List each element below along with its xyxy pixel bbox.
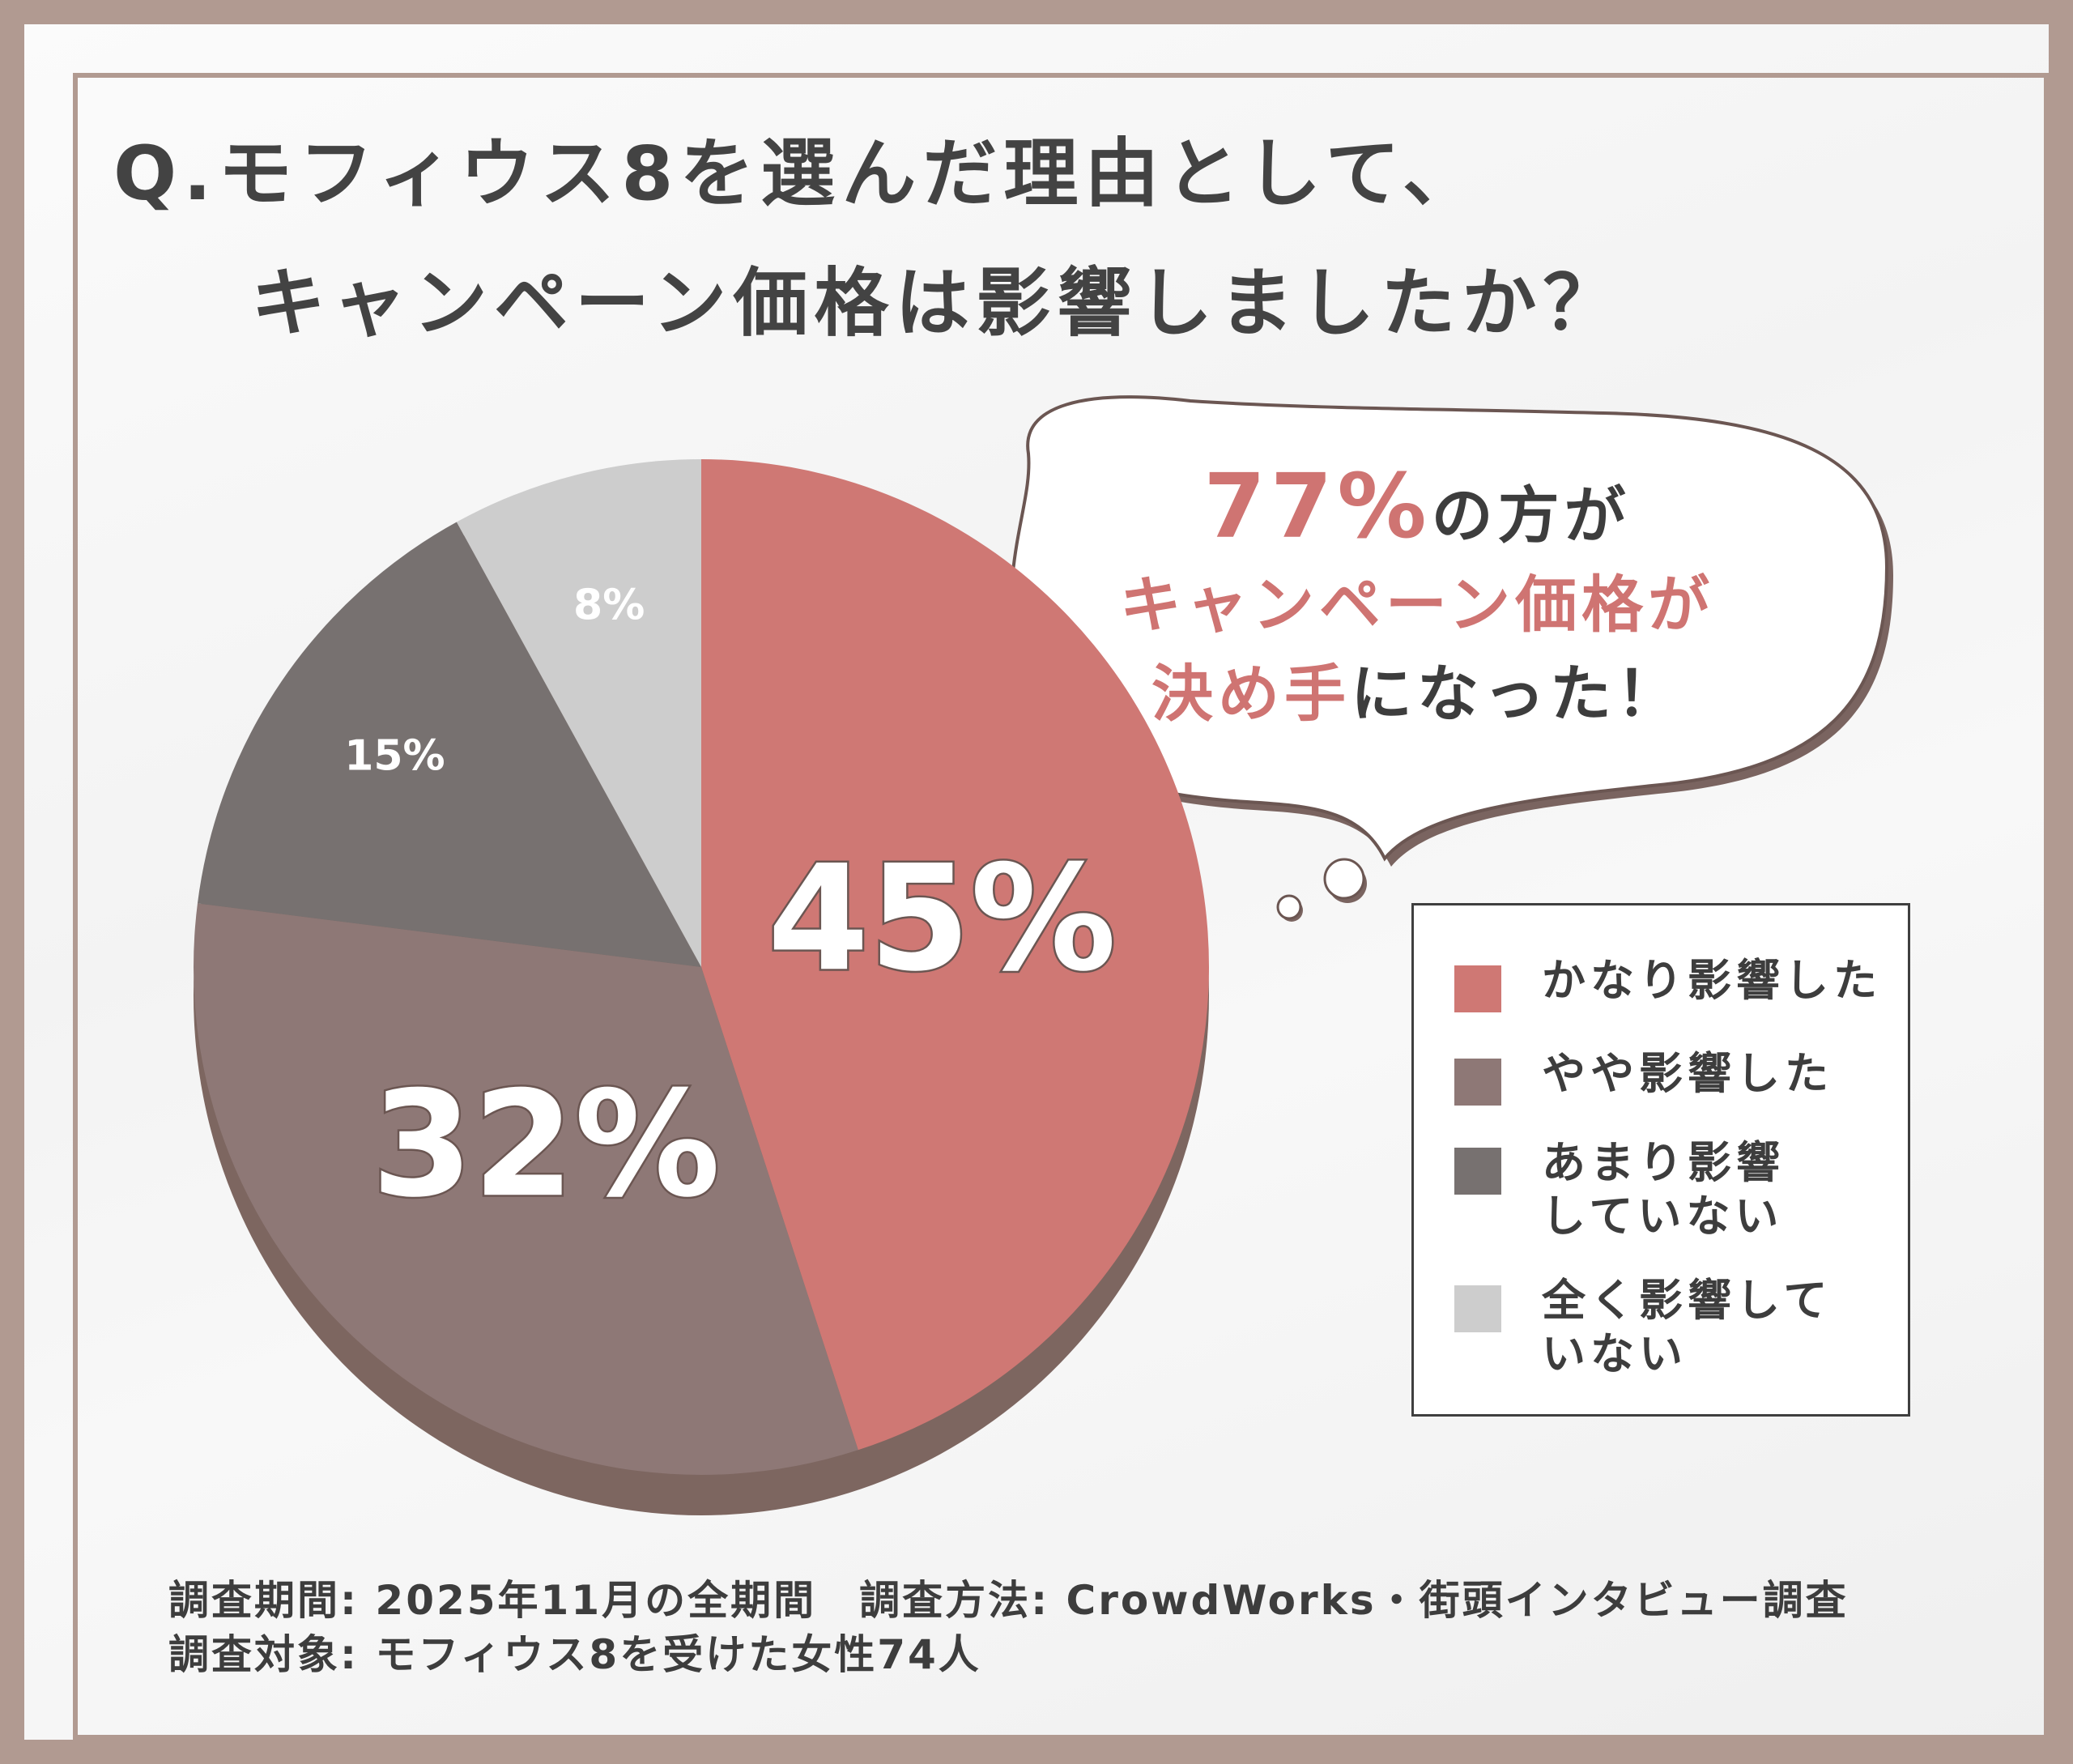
pie-slice [197,522,701,967]
callout-line2: キャンペーン価格が [1119,569,1715,641]
legend-item: 全く影響して いない [1454,1274,1832,1381]
legend-label: あまり影響 していない [1542,1137,1785,1242]
thought-bubble [1009,395,1893,922]
title-line-1: Q.モフィウス8を選んだ理由として、 [113,130,1483,217]
slice-value-label: 45% [768,834,1117,1003]
callout-line3-rest: になった！ [1351,658,1683,730]
pie-slice [701,459,1209,1451]
legend-item: かなり影響した [1454,954,1882,1012]
callout-line3-accent: 決め手 [1151,658,1351,730]
legend-swatch [1454,1285,1501,1332]
legend-label: かなり影響した [1542,955,1882,1006]
slice-value-label: 15% [344,732,445,781]
inner-frame [73,73,2049,1740]
legend: かなり影響した やや影響した あまり影響 していない 全く影響して いない [1411,903,1910,1417]
legend-swatch [1454,1148,1501,1195]
slice-value-label: 32% [372,1060,721,1229]
slice-value-label: 8% [573,582,645,630]
legend-label: やや影響した [1542,1048,1833,1099]
callout-text: 77%の方が キャンペーン価格が 決め手になった！ [1012,462,1822,739]
legend-item: あまり影響 していない [1454,1136,1785,1243]
legend-label: 全く影響して いない [1542,1275,1832,1379]
legend-item: やや影響した [1454,1047,1833,1106]
survey-info-line-2: 調査対象: モフィウス8を受けた女性74人 [168,1631,981,1678]
pie-slice [194,903,858,1475]
title-line-2: キャンペーン価格は影響しましたか？ [251,260,1624,347]
callout-part1: の方が [1431,479,1631,552]
callout-percent: 77% [1203,454,1432,558]
legend-swatch [1454,1059,1501,1106]
survey-info-line-1: 調査期間: 2025年11月の全期間 調査方法: CrowdWorks・街頭イン… [168,1577,1849,1624]
legend-swatch [1454,965,1501,1012]
pie-slice [456,459,701,967]
